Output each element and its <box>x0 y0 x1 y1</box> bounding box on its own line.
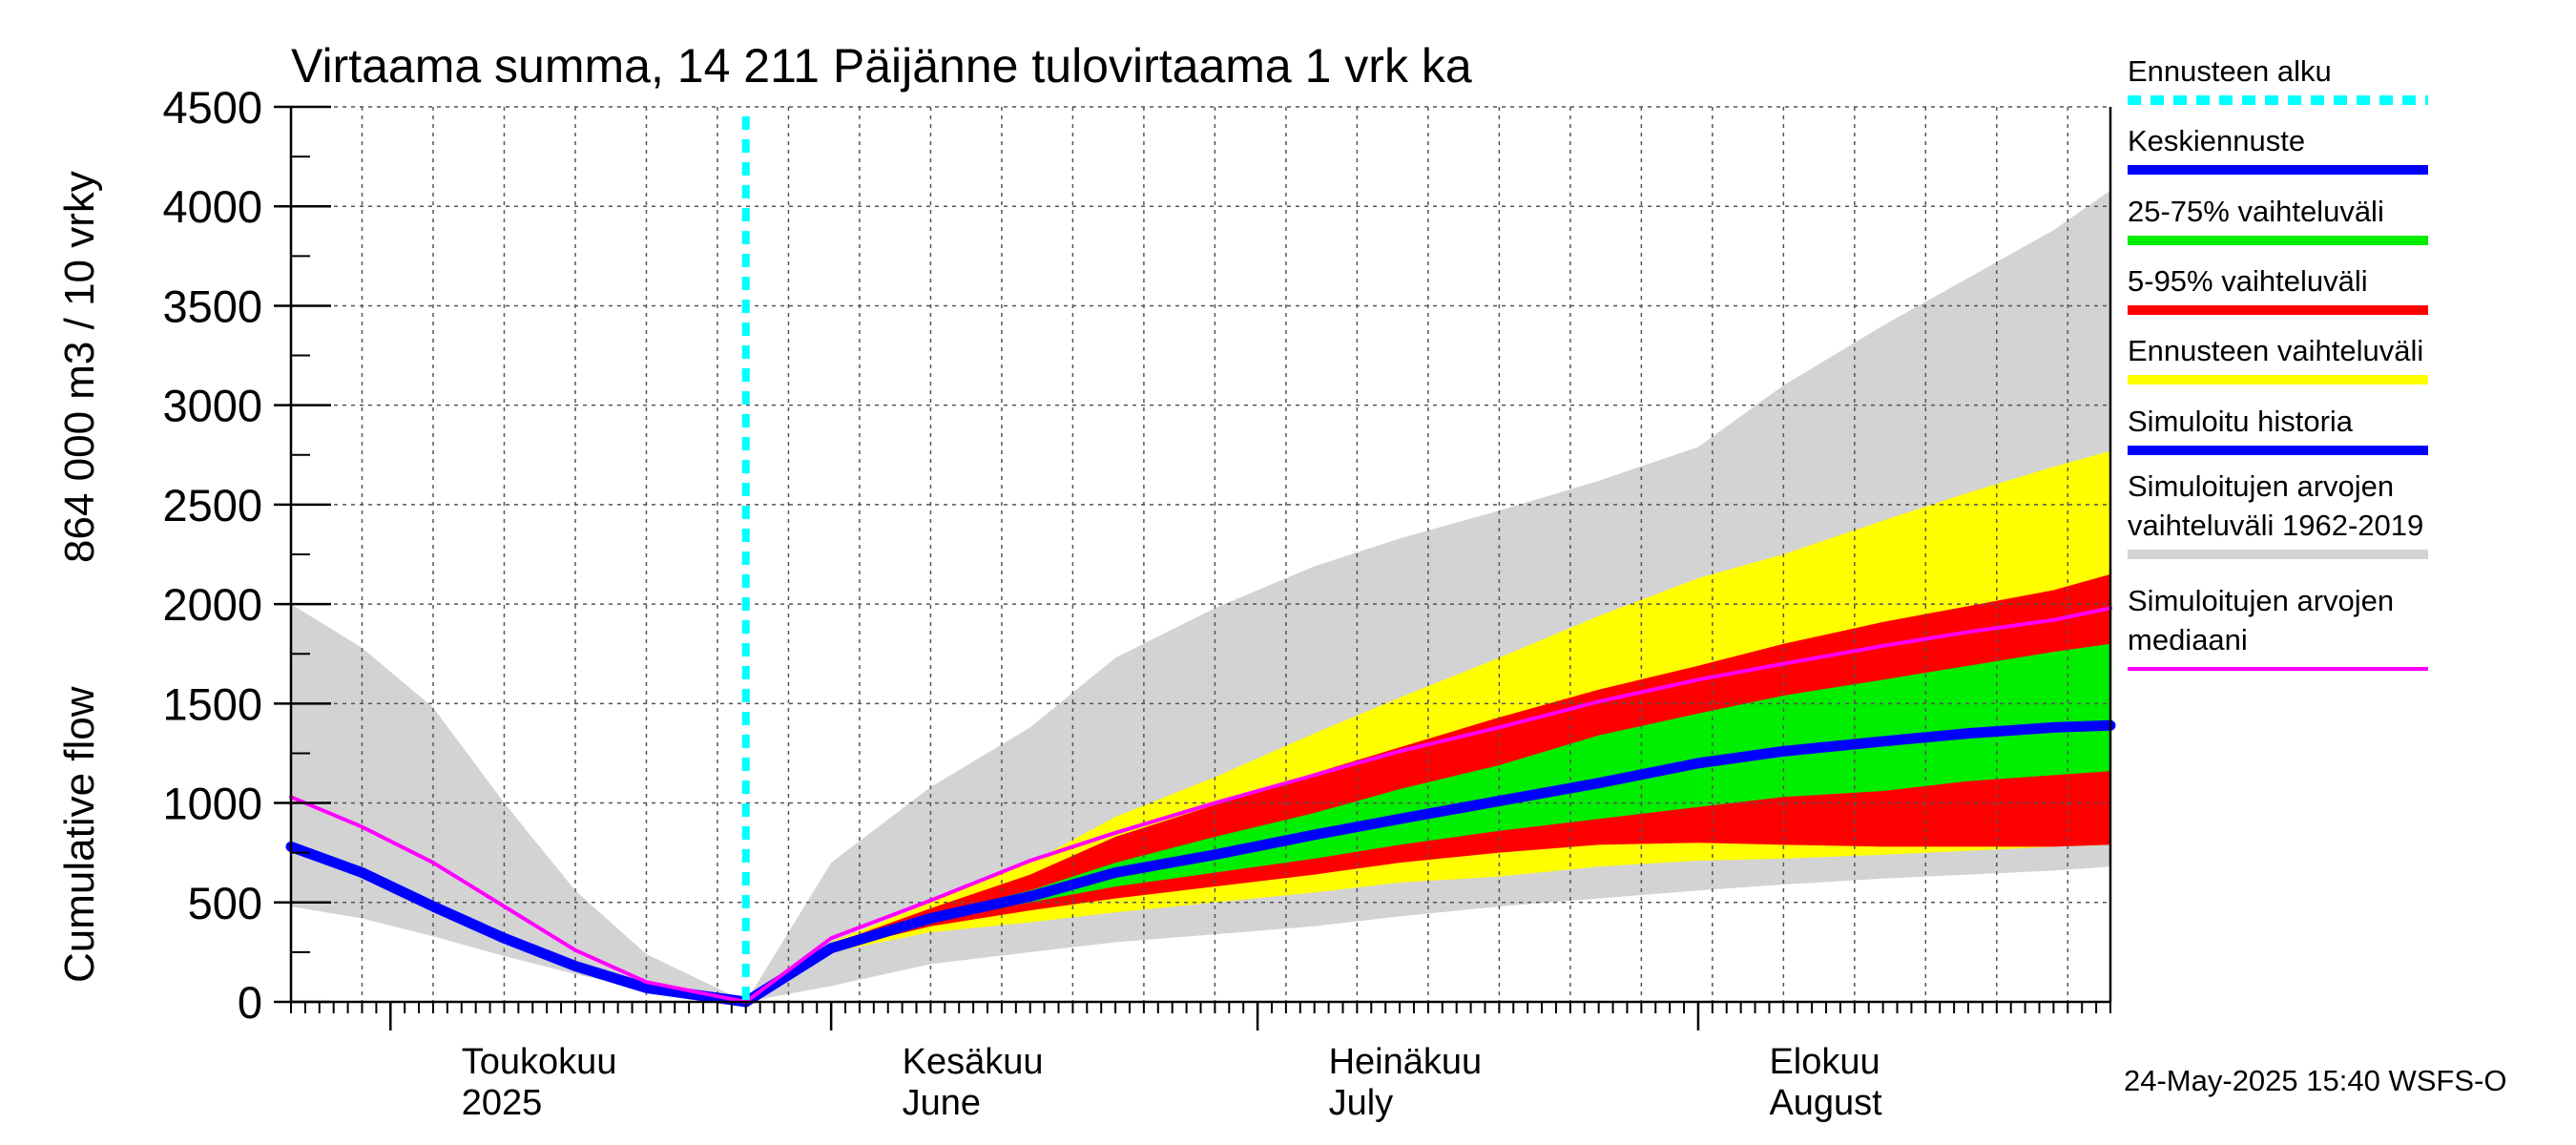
chart-title: Virtaama summa, 14 211 Päijänne tulovirt… <box>291 39 1472 93</box>
month-label-en: July <box>1329 1083 1394 1123</box>
legend-label: Ennusteen alku <box>2128 54 2332 88</box>
plot-bands <box>291 190 2110 1003</box>
legend-label: Simuloitu historia <box>2128 405 2354 438</box>
y-axis-label-top: 864 000 m3 / 10 vrky <box>56 171 103 563</box>
legend-label: vaihteluväli 1962-2019 <box>2128 509 2423 542</box>
mean-forecast-line <box>740 719 2116 1008</box>
month-label-en: August <box>1769 1083 1882 1123</box>
y-tick-labels: 0 500 1000 1500 2000 2500 3000 3500 4000 4500 <box>162 82 262 1028</box>
legend-label: Ennusteen vaihteluväli <box>2128 334 2423 367</box>
y-tick-label: 3000 <box>162 381 262 431</box>
y-tick-label: 4000 <box>162 181 262 232</box>
y-tick-label: 4500 <box>162 82 262 133</box>
y-tick-label: 2500 <box>162 480 262 531</box>
simulated-history-line <box>285 841 752 1008</box>
legend-label: Simuloitujen arvojen <box>2128 469 2394 503</box>
legend-label: 5-95% vaihteluväli <box>2128 264 2368 298</box>
y-axis-label-bottom: Cumulative flow <box>56 686 103 983</box>
legend-label: 25-75% vaihteluväli <box>2128 195 2384 228</box>
grid-lines <box>290 106 2110 1002</box>
legend-label: mediaani <box>2128 623 2248 656</box>
timestamp: 24-May-2025 15:40 WSFS-O <box>2124 1064 2506 1097</box>
month-label-fi: Heinäkuu <box>1329 1042 1483 1082</box>
y-tick-label: 1000 <box>162 779 262 829</box>
legend-label: Keskiennuste <box>2128 124 2305 157</box>
y-axis-label: Cumulative flow 864 000 m3 / 10 vrky <box>56 171 103 983</box>
legend: Ennusteen alku Keskiennuste 25-75% vaihtel… <box>2128 54 2428 671</box>
y-tick-label: 500 <box>188 878 262 928</box>
y-tick-label: 0 <box>238 977 262 1028</box>
month-label-fi: Toukokuu <box>462 1042 617 1082</box>
month-label-fi: Elokuu <box>1769 1042 1880 1082</box>
y-tick-label: 2000 <box>162 579 262 630</box>
month-label-en: 2025 <box>462 1083 543 1123</box>
plot-lines <box>285 116 2116 1008</box>
y-tick-label: 3500 <box>162 281 262 331</box>
legend-label: Simuloitujen arvojen <box>2128 584 2394 617</box>
median-line <box>289 606 2112 1004</box>
axes <box>274 105 2112 1030</box>
y-tick-label: 1500 <box>162 678 262 729</box>
month-label-fi: Kesäkuu <box>903 1042 1044 1082</box>
month-label-en: June <box>903 1083 981 1123</box>
